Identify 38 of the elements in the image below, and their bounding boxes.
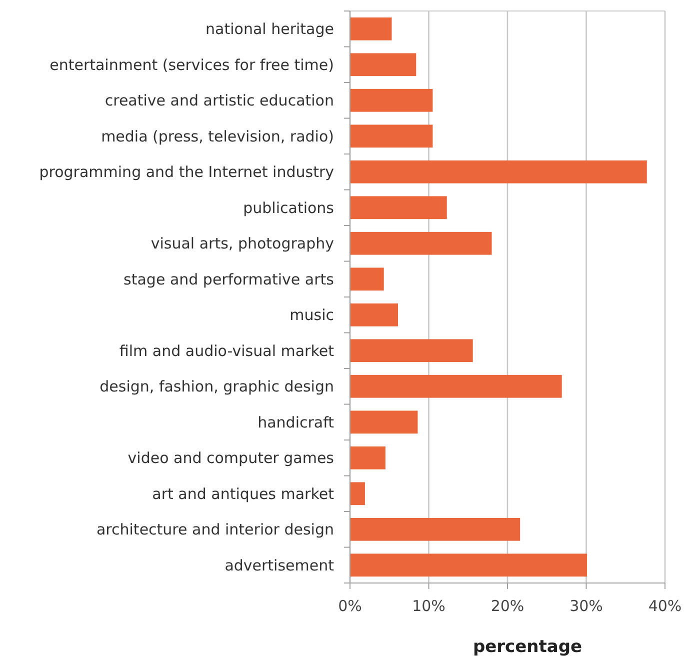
bar — [350, 339, 473, 362]
x-tick-label: 0% — [338, 597, 362, 615]
bar — [350, 446, 386, 470]
bar — [350, 160, 647, 184]
y-tick-label: stage and performative arts — [124, 270, 334, 288]
bar — [350, 554, 588, 577]
y-tick-label: art and antiques market — [152, 484, 334, 503]
y-tick-label: creative and artistic education — [104, 92, 334, 110]
bar — [350, 374, 562, 398]
bar — [350, 410, 418, 434]
y-tick-label: media (press, television, radio) — [101, 127, 334, 146]
y-tick-label: publications — [243, 198, 334, 217]
x-tick-label: 20% — [490, 597, 524, 615]
x-tick-label: 10% — [412, 597, 446, 615]
bar — [350, 88, 433, 112]
y-tick-label: film and audio-visual market — [119, 342, 334, 360]
y-tick-label: video and computer games — [128, 449, 334, 468]
y-tick-label: programming and the Internet industry — [39, 163, 334, 182]
bar — [350, 232, 492, 255]
x-tick-label: 30% — [570, 597, 603, 615]
bar — [350, 482, 365, 506]
bar — [350, 53, 416, 76]
y-tick-label: visual arts, photography — [150, 234, 334, 253]
x-tick-label: 40% — [648, 597, 682, 615]
y-tick-label: architecture and interior design — [96, 520, 334, 539]
y-tick-label: design, fashion, graphic design — [100, 378, 334, 396]
y-tick-label: entertainment (services for free time) — [50, 56, 334, 74]
bar — [350, 17, 392, 40]
y-tick-label: handicraft — [258, 413, 334, 432]
bar — [350, 268, 384, 291]
x-axis-title: percentage — [472, 637, 582, 657]
bar — [350, 124, 433, 148]
bar — [350, 303, 398, 326]
y-tick-label: national heritage — [206, 20, 334, 38]
bar — [350, 196, 447, 220]
y-tick-label: music — [290, 306, 334, 324]
bar — [350, 518, 520, 541]
y-tick-label: advertisement — [224, 556, 334, 574]
